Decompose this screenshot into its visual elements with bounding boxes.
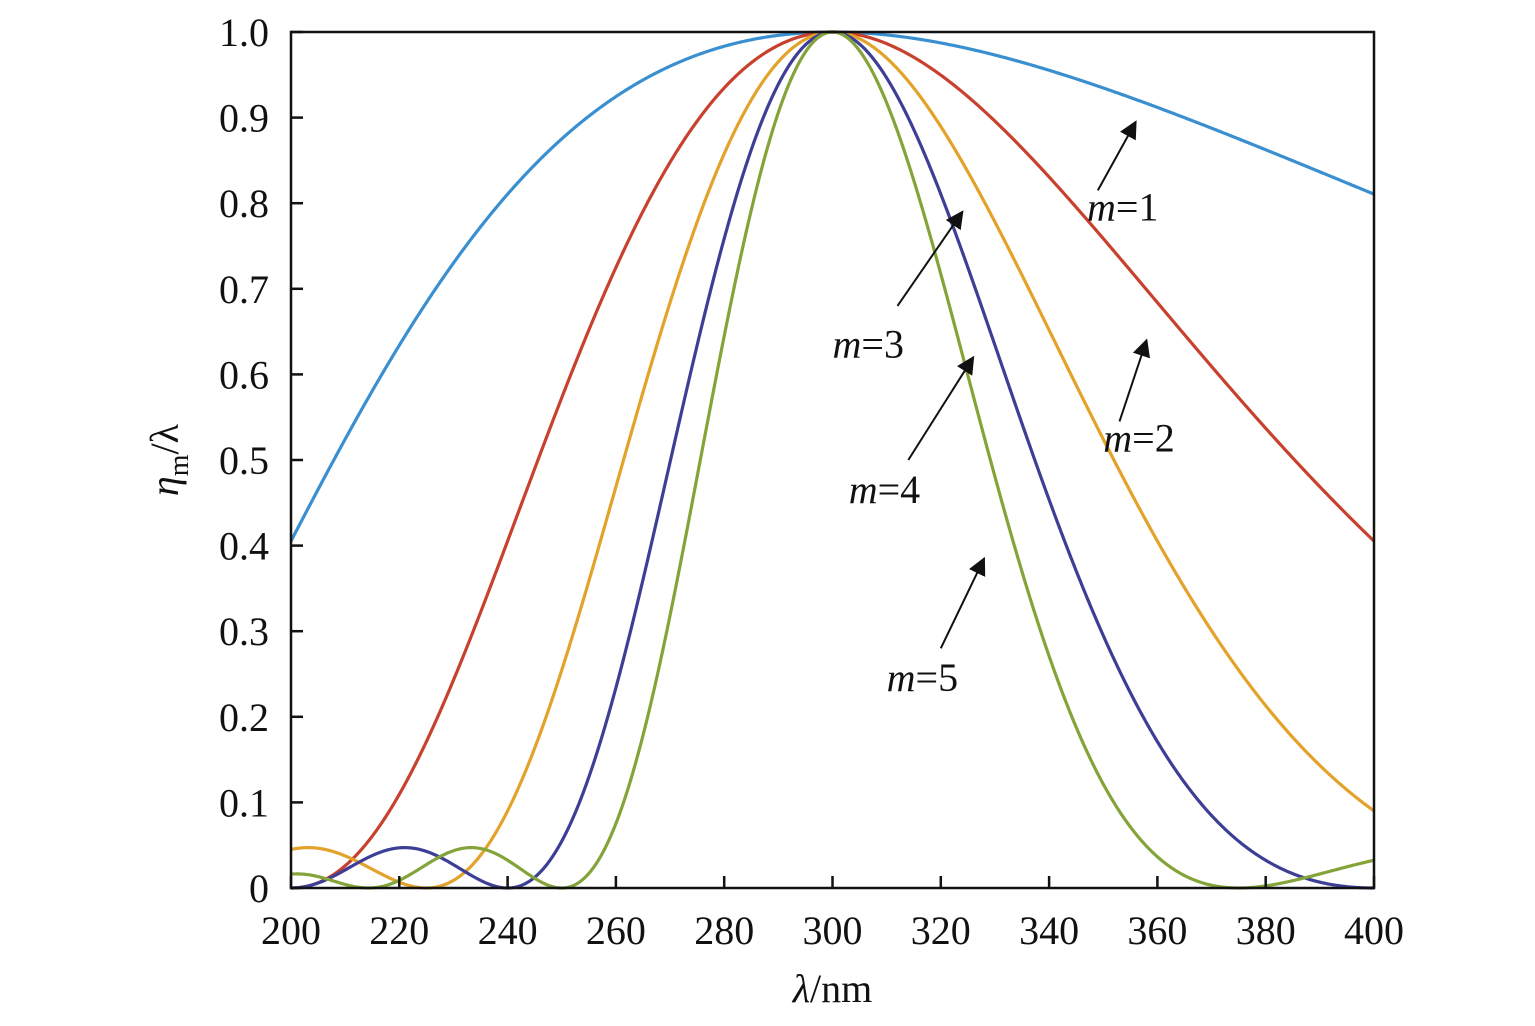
annotation-arrow-m1	[1096, 120, 1137, 191]
series-line-m1	[289, 30, 1375, 542]
y-axis-label-symbol: η	[142, 476, 187, 496]
annotation-arrow-m3	[896, 210, 964, 307]
x-tick-label: 400	[1344, 908, 1404, 953]
series-line-m4	[290, 30, 1375, 890]
x-axis-label-unit: /nm	[810, 966, 872, 1011]
curves	[289, 30, 1376, 890]
y-axis-label-subscript: m	[164, 454, 195, 476]
y-tick-label: 0.1	[219, 780, 269, 825]
annotation-arrow-m5	[939, 556, 986, 649]
x-tick-label: 320	[911, 908, 971, 953]
x-axis-ticks: 200 220 240 260 280 300 320 340 360 380 400	[261, 876, 1404, 953]
y-tick-label: 0.2	[219, 695, 269, 740]
annotation-arrow-m4	[907, 355, 975, 461]
x-tick-label: 260	[586, 908, 646, 953]
x-tick-label: 360	[1127, 908, 1187, 953]
y-tick-label: 1.0	[219, 10, 269, 55]
annotation-arrow-m2	[1118, 338, 1150, 422]
annotation-label-m3: m=3	[833, 321, 904, 366]
y-tick-label: 0.9	[219, 96, 269, 141]
y-tick-label: 0.5	[219, 438, 269, 483]
x-tick-label: 220	[369, 908, 429, 953]
series-line-m3	[290, 30, 1375, 890]
y-tick-label: 0.6	[219, 352, 269, 397]
y-axis-ticks: 0 0.1 0.2 0.3 0.4 0.5 0.6 0.7 0.8 0.9 1.0	[219, 10, 303, 911]
x-tick-label: 200	[261, 908, 321, 953]
x-tick-label: 240	[478, 908, 538, 953]
plot-frame	[289, 30, 1376, 890]
x-axis-label: λ/nm	[792, 966, 873, 1011]
x-tick-label: 340	[1019, 908, 1079, 953]
x-axis-label-symbol: λ	[792, 966, 810, 1011]
annotations: m=1 m=2 m=3 m=4 m=5	[833, 120, 1175, 700]
y-tick-label: 0.3	[219, 609, 269, 654]
x-tick-label: 300	[803, 908, 863, 953]
y-tick-label: 0.7	[219, 267, 269, 312]
x-tick-label: 280	[694, 908, 754, 953]
y-tick-label: 0	[249, 866, 269, 911]
annotation-label-m2: m=2	[1103, 415, 1174, 460]
y-axis-label-rest: /λ	[142, 423, 187, 454]
annotation-label-m5: m=5	[887, 655, 958, 700]
annotation-label-m1: m=1	[1087, 184, 1158, 229]
series-line-m5	[290, 30, 1375, 890]
y-axis-label: ηm/λ	[142, 423, 195, 496]
y-tick-label: 0.4	[219, 524, 269, 569]
series-line-m2	[290, 30, 1376, 890]
annotation-label-m4: m=4	[849, 467, 920, 512]
y-tick-label: 0.8	[219, 181, 269, 226]
x-tick-label: 380	[1236, 908, 1296, 953]
